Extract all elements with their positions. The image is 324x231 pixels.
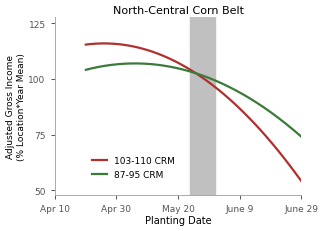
Title: North-Central Corn Belt: North-Central Corn Belt	[112, 6, 244, 15]
Y-axis label: Adjusted Gross Income
(% Location*Year Mean): Adjusted Gross Income (% Location*Year M…	[6, 52, 26, 160]
Bar	[191, 18, 215, 195]
Legend: 103-110 CRM, 87-95 CRM: 103-110 CRM, 87-95 CRM	[89, 153, 179, 183]
X-axis label: Planting Date: Planting Date	[145, 216, 211, 225]
